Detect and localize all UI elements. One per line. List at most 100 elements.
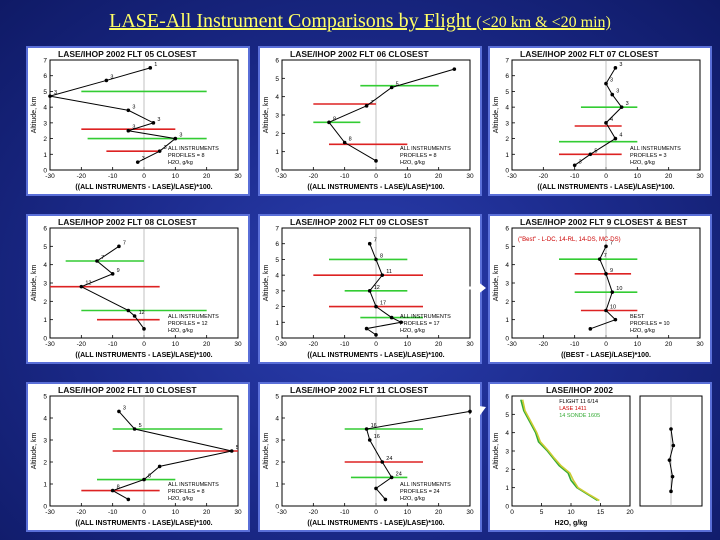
data-point [151,121,156,125]
y-tick-label: 3 [275,113,279,120]
data-point [380,273,385,277]
x-axis-label: ((ALL INSTRUMENTS - LASE)/LASE)*100. [307,520,444,527]
data-point [452,67,457,71]
y-tick-label: 4 [505,262,509,269]
data-point [374,159,378,163]
y-tick-label: 2 [43,299,47,306]
y-tick-label: 3 [505,281,509,288]
x-tick-label: 20 [203,341,211,348]
x-tick-label: -10 [340,341,350,348]
x-tick-label: -20 [77,509,87,516]
x-tick-label: -10 [340,509,350,516]
x-axis-label: ((ALL INSTRUMENTS - LASE)/LASE)*100. [537,184,674,191]
legend-entry: ALL INSTRUMENTS [400,314,451,320]
legend-entry: H2O, g/kg [168,496,193,502]
y-tick-label: 5 [275,76,279,83]
x-tick-label: -30 [45,341,55,348]
y-tick-label: 3 [505,449,509,456]
chart-flt10: LASE/IHOP 2002 FLT 10 CLOSEST -30 -20 -10 0 1… [28,384,248,530]
x-tick-label: 10 [404,509,412,516]
x-tick-label: -20 [77,341,87,348]
chart-title: LASE/IHOP 2002 FLT 10 CLOSEST [58,385,197,395]
x-tick-label: 0 [374,509,378,516]
legend-entry: BEST [630,314,645,320]
x-tick-label: 10 [634,173,642,180]
data-point [117,409,121,414]
chart-flt05: LASE/IHOP 2002 FLT 05 CLOSEST -30 -20 -10 0 1… [28,48,248,194]
arrow-up-right-icon [454,405,486,428]
x-tick-label: 30 [234,341,242,348]
y-tick-label: 4 [275,94,279,101]
legend-entry: ALL INSTRUMENTS [168,146,219,152]
panel-flt10: LASE/IHOP 2002 FLT 10 CLOSEST -30 -20 -10 0 1… [26,382,250,532]
x-tick-label: -10 [108,509,118,516]
x-tick-label: 0 [604,341,608,348]
legend-entry: H2O, g/kg [168,328,193,334]
legend-entry: H2O, g/kg [168,160,193,166]
legend-entry: H2O, g/kg [400,160,425,166]
data-point [610,92,615,97]
legend-entry: PROFILES = 10 [630,321,670,327]
point-count-label: 3 [610,78,613,84]
legend-entry: PROFILES = 12 [168,321,208,327]
x-axis-label: ((ALL INSTRUMENTS - LASE)/LASE)*100. [75,184,212,191]
y-tick-label: 5 [505,244,509,251]
x-tick-label: 20 [203,509,211,516]
legend-entry: LASE 1411 [559,406,586,412]
y-tick-label: 3 [43,120,47,127]
chart-flt08: LASE/IHOP 2002 FLT 08 CLOSEST -30 -20 -10 0 1… [28,216,248,362]
x-tick-label: 30 [466,173,474,180]
legend-entry: PROFILES = 8 [168,489,205,495]
data-point [95,259,99,263]
legend-entry: ALL INSTRUMENTS [630,146,681,152]
chart-annotation: ("Best" - L-DC, 14-RL, 14-DS, MC-DS) [518,237,621,243]
x-tick-label: 20 [435,509,443,516]
x-tick-label: 20 [626,509,634,516]
panel-flt07: LASE/IHOP 2002 FLT 07 CLOSEST -30 -20 -10 0 1… [488,46,712,196]
panel-profile: LASE/IHOP 2002 0 5 10 15 20 0 1 2 3 4 5 6 H2O, g/kg Al… [488,382,712,532]
y-tick-label: 6 [43,73,47,80]
point-count-label: 8 [333,116,336,122]
legend-entry: PROFILES = 17 [400,321,440,327]
data-point [389,475,394,480]
y-tick-label: 0 [43,504,47,511]
x-tick-label: -10 [108,173,118,180]
y-tick-label: 5 [43,244,47,251]
y-tick-label: 2 [43,136,47,143]
data-point [367,289,372,293]
y-tick-label: 3 [505,120,509,127]
x-tick-label: 20 [435,341,443,348]
x-tick-label: 10 [172,341,180,348]
data-point [229,449,234,453]
data-point [374,257,378,262]
data-point [126,128,131,133]
point-count-label: 3 [579,159,582,165]
chart-title: LASE/IHOP 2002 FLT 07 CLOSEST [520,49,659,59]
y-tick-label: 5 [275,394,279,401]
y-tick-label: 1 [505,485,509,492]
point-count-label: 5 [594,148,597,154]
series-line [328,68,455,162]
data-point [142,327,146,331]
point-count-label: 3 [142,156,145,162]
point-count-label: 11 [386,269,392,275]
x-tick-label: -30 [45,173,55,180]
y-tick-label: 4 [505,430,509,437]
x-tick-label: 0 [604,173,608,180]
y-tick-label: 4 [43,105,47,112]
x-tick-label: -20 [309,173,319,180]
x-tick-label: -30 [277,173,287,180]
data-point [468,409,472,414]
y-tick-label: 0 [275,504,279,511]
profile-line [521,399,600,502]
x-tick-label: -30 [45,509,55,516]
data-point [157,464,162,469]
point-count-label: 7 [374,238,377,244]
point-count-label: 5 [396,82,399,88]
point-count-label: 3 [164,145,167,151]
y-axis-label: Altitude, km [263,265,270,302]
chart-background [28,384,248,530]
y-tick-label: 0 [505,336,509,343]
point-count-label: 3 [179,133,182,139]
point-count-label: 12 [374,285,380,291]
